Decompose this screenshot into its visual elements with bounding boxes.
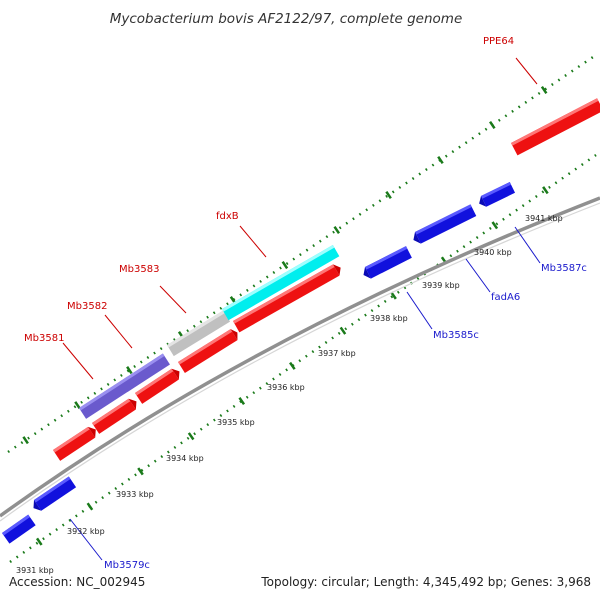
gene-label-fada6: fadA6 bbox=[491, 292, 520, 303]
genome-summary-text: Topology: circular; Length: 4,345,492 bp… bbox=[260, 575, 591, 589]
kbp-tick bbox=[86, 502, 94, 511]
kbp-ticks-upper bbox=[22, 85, 548, 445]
genome-backbone bbox=[0, 196, 600, 518]
feature-mb3583[interactable] bbox=[167, 310, 231, 357]
gene-fada6[interactable] bbox=[411, 204, 477, 246]
gene-fdxb[interactable] bbox=[233, 262, 344, 333]
gene-mb3582[interactable] bbox=[135, 366, 183, 404]
gene-label-ppe64: PPE64 bbox=[483, 36, 514, 47]
kbp-tick bbox=[437, 156, 444, 165]
map-title: Mycobacterium bovis AF2122/97, complete … bbox=[110, 11, 463, 27]
accession-text: Accession: NC_002945 bbox=[9, 575, 145, 589]
gene-label-mb3585c: Mb3585c bbox=[433, 330, 479, 341]
kbp-tick bbox=[390, 291, 397, 300]
kbp-tick bbox=[289, 361, 296, 370]
highlight-features bbox=[79, 245, 340, 419]
kbp-label: 3935 kbp bbox=[217, 418, 255, 427]
kbp-label: 3932 kbp bbox=[67, 527, 105, 536]
kbp-label: 3933 kbp bbox=[116, 490, 154, 499]
label-leader-lines bbox=[62, 57, 541, 561]
reverse-strand-genes bbox=[2, 181, 516, 544]
kbp-label: 3940 kbp bbox=[474, 248, 512, 257]
gene-label-mb3582: Mb3582 bbox=[67, 301, 107, 312]
kbp-label: 3934 kbp bbox=[166, 454, 204, 463]
forward-strand-genes bbox=[53, 98, 600, 461]
gene-mb3580[interactable] bbox=[53, 424, 99, 461]
gene-label-mb3583: Mb3583 bbox=[119, 264, 159, 275]
kbp-tick bbox=[281, 261, 289, 270]
kbp-tick bbox=[540, 85, 548, 95]
gene-label-mb3581: Mb3581 bbox=[24, 333, 64, 344]
kbp-tick bbox=[126, 366, 133, 375]
gene-label-mb3579c: Mb3579c bbox=[104, 560, 150, 571]
kbp-tick bbox=[542, 186, 549, 195]
gene-mb3583[interactable] bbox=[178, 327, 241, 374]
gene-mb3581[interactable] bbox=[92, 396, 140, 434]
kbp-tick bbox=[74, 401, 81, 410]
kbp-tick bbox=[333, 226, 341, 235]
tick-track-lower bbox=[9, 153, 597, 564]
gene-mb3580c[interactable] bbox=[30, 476, 77, 514]
gene-mb3587c[interactable] bbox=[477, 181, 516, 209]
kbp-label: 3937 kbp bbox=[318, 349, 356, 358]
feature-fdxb[interactable] bbox=[221, 245, 340, 321]
kbp-tick bbox=[22, 436, 29, 445]
gene-mb3585c[interactable] bbox=[361, 246, 412, 281]
kbp-label: 3931 kbp bbox=[16, 566, 54, 575]
kbp-labels: 3931 kbp 3932 kbp 3933 kbp 3934 kbp 3935… bbox=[16, 214, 563, 575]
kbp-tick bbox=[35, 537, 43, 546]
kbp-tick bbox=[137, 467, 144, 476]
kbp-label: 3939 kbp bbox=[422, 281, 460, 290]
genome-backbone-shadow bbox=[0, 202, 600, 522]
kbp-ticks-lower bbox=[35, 186, 549, 546]
gene-ppe64[interactable] bbox=[511, 98, 600, 156]
kbp-label: 3941 kbp bbox=[525, 214, 563, 223]
kbp-tick bbox=[339, 326, 347, 335]
kbp-tick bbox=[489, 121, 496, 130]
feature-mb3581[interactable] bbox=[79, 353, 170, 419]
kbp-tick bbox=[491, 221, 499, 230]
kbp-tick bbox=[238, 397, 246, 406]
gene-label-mb3587c: Mb3587c bbox=[541, 263, 587, 274]
kbp-label: 3938 kbp bbox=[370, 314, 408, 323]
kbp-label: 3936 kbp bbox=[267, 383, 305, 392]
gene-mb3579c[interactable] bbox=[2, 514, 36, 544]
kbp-tick bbox=[187, 432, 195, 441]
gene-label-fdxb: fdxB bbox=[216, 211, 239, 222]
kbp-tick bbox=[385, 191, 392, 200]
